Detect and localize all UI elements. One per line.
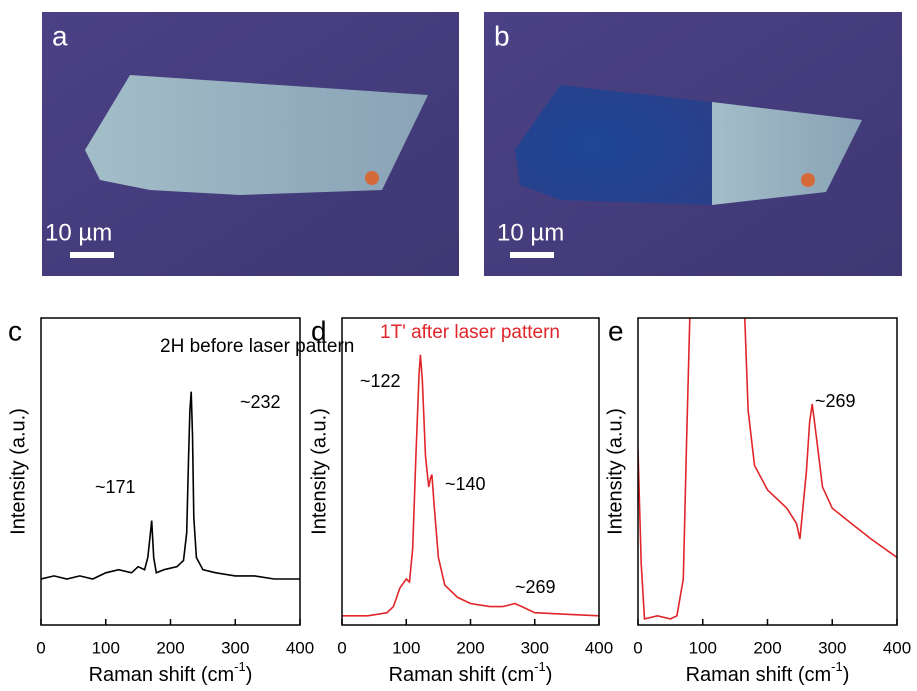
panel-label: d xyxy=(311,315,327,346)
peak-annotation: ~140 xyxy=(445,474,486,494)
peak-annotation: ~269 xyxy=(515,577,556,597)
peak-annotation: ~122 xyxy=(360,371,401,391)
superscript: -1 xyxy=(831,659,843,674)
scale-bar xyxy=(510,252,554,258)
label-part: Raman shift (cm xyxy=(389,664,535,686)
chart-title: 1T' after laser pattern xyxy=(380,322,560,343)
y-axis-label: Intensity (a.u.) xyxy=(7,408,29,535)
x-tick-label: 100 xyxy=(689,638,717,657)
panel-label: b xyxy=(494,20,510,51)
superscript: -1 xyxy=(234,659,246,674)
flake xyxy=(85,75,428,195)
panel-label: e xyxy=(608,315,624,346)
label-part: ) xyxy=(546,664,553,686)
x-tick-label: 200 xyxy=(456,638,484,657)
x-tick-label: 300 xyxy=(221,638,249,657)
peak-annotation: ~269 xyxy=(815,391,856,411)
superscript: -1 xyxy=(534,659,546,674)
panel-label: c xyxy=(8,315,22,346)
scale-label: 10 µm xyxy=(45,219,112,246)
y-axis-label: Intensity (a.u.) xyxy=(308,408,330,535)
x-tick-label: 200 xyxy=(753,638,781,657)
y-axis-label: Intensity (a.u.) xyxy=(604,408,626,535)
x-tick-label: 100 xyxy=(92,638,120,657)
x-tick-label: 400 xyxy=(585,638,613,657)
flake xyxy=(712,102,862,205)
x-axis-label: Raman shift (cm-1) xyxy=(389,659,553,686)
plot-frame xyxy=(637,317,898,626)
spectrum xyxy=(638,318,897,620)
chart: 0 100 200 300 400 Raman shift (cm-1) Intensity… xyxy=(604,315,911,686)
x-tick-label: 300 xyxy=(818,638,846,657)
x-tick-label: 0 xyxy=(36,638,45,657)
label-part: Raman shift (cm xyxy=(89,664,235,686)
spectrum xyxy=(342,354,599,617)
x-tick-label: 400 xyxy=(883,638,911,657)
chart: 0 100 200 300 400 Raman shift (cm-1) Intensity… xyxy=(308,315,613,686)
chart-title: 2H before laser pattern xyxy=(160,336,354,357)
label-part: ) xyxy=(843,664,850,686)
plot-frame xyxy=(40,317,301,626)
x-tick-label: 100 xyxy=(392,638,420,657)
scale-bar xyxy=(70,252,114,258)
peak-annotation: ~171 xyxy=(95,477,136,497)
x-tick-label: 0 xyxy=(337,638,346,657)
panel-label: a xyxy=(52,20,68,51)
x-tick-label: 300 xyxy=(521,638,549,657)
patterned-region xyxy=(515,85,712,205)
x-axis-label: Raman shift (cm-1) xyxy=(89,659,253,686)
image-b: b 10 µm xyxy=(484,12,902,276)
plot-frame xyxy=(341,317,600,626)
scale-label: 10 µm xyxy=(497,219,564,246)
x-axis-label: Raman shift (cm-1) xyxy=(686,659,850,686)
image-a: a 10 µm xyxy=(42,12,459,276)
spot xyxy=(365,171,379,185)
spot xyxy=(801,173,815,187)
spectrum xyxy=(41,391,300,580)
x-tick-label: 400 xyxy=(286,638,314,657)
peak-annotation: ~232 xyxy=(240,392,281,412)
label-part: Raman shift (cm xyxy=(686,664,832,686)
x-tick-label: 0 xyxy=(633,638,642,657)
x-tick-label: 200 xyxy=(156,638,184,657)
chart: 0 100 200 300 400 Raman shift (cm-1) Intensity… xyxy=(7,315,354,686)
label-part: ) xyxy=(246,664,253,686)
